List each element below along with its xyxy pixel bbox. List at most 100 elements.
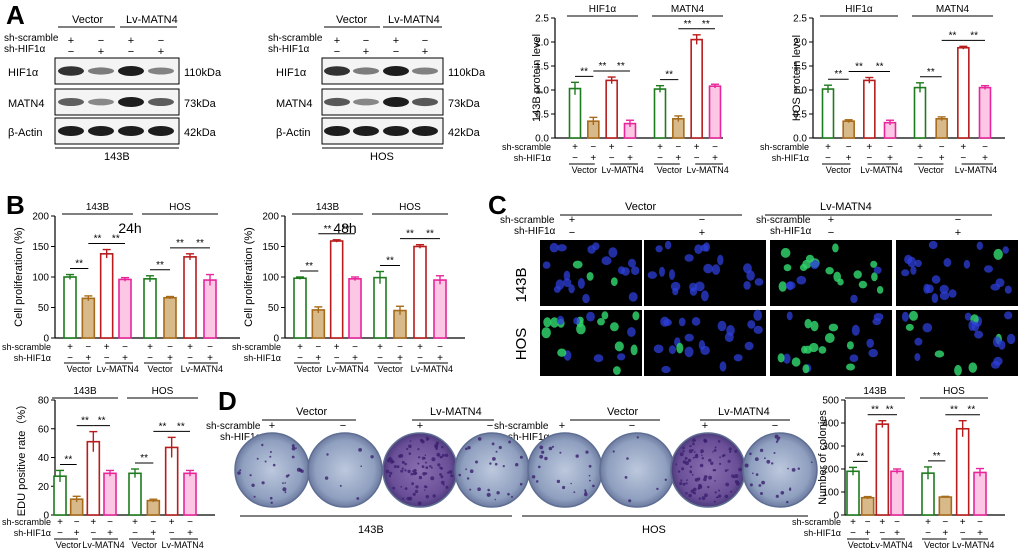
dish-4-colony-13 [492, 457, 496, 461]
dish-8-colony-14 [758, 484, 762, 487]
chart-cp48-shhif-sign-4: + [352, 353, 358, 364]
chart-cp24-group-label-2: HOS [169, 202, 191, 213]
if-nucleus-r1-c4-16 [928, 240, 938, 250]
if-nucleus-r1-c2-8 [717, 254, 724, 266]
if-nucleus-r1-c1-20 [631, 266, 640, 275]
dish-7-colony-23 [698, 497, 701, 500]
dish-1-colony-13 [291, 444, 295, 448]
chart-wbhos-scramble-sign-8: − [982, 142, 988, 153]
chart-wbhos-vector-label-1: Vector [826, 165, 852, 175]
chart-cp48-scramble-sign-1: + [297, 342, 303, 353]
if-signs: +−−++−−+ [569, 214, 961, 239]
dish-2-colony-3 [358, 448, 362, 452]
chart-col-sig-1-2: ** [886, 405, 894, 416]
dish-3-colony-20 [441, 446, 444, 449]
chart-cp48-lv-label-1: Lv-MATN4 [326, 364, 368, 374]
chart-cp24-vector-label-1: Vector [67, 364, 93, 374]
if-nucleus-r1-c3-7 [796, 275, 807, 285]
chart-edu-vector-label-2: Vector [132, 540, 158, 550]
wb-143b-scramble-label: sh-scramble [4, 33, 59, 44]
dish-1-colony-6 [239, 469, 242, 472]
dish-7-colony-70 [688, 493, 692, 498]
dish-1-colony-12 [249, 474, 252, 477]
dish-8-colony-17 [773, 452, 776, 454]
chart-edu-tick-label-1: 20 [38, 482, 50, 493]
dish-7-colony-24 [679, 452, 684, 457]
dish-1-colony-4 [282, 487, 287, 492]
dish-3-colony-64 [431, 457, 436, 462]
chart-col-tick-label-3: 300 [822, 442, 839, 453]
if-nucleus-r1-c2-4 [684, 254, 694, 262]
chart-cp48-sig-1-3: ** [324, 224, 332, 235]
if-nucleus-r2-c1-17 [617, 353, 626, 361]
panel-letter-d: D [218, 386, 237, 416]
chart-wb143b-tick-label-3: 1.5 [535, 62, 549, 73]
if-lv-label: Lv-MATN4 [820, 201, 872, 213]
chart-col-sig-2-3: ** [950, 405, 958, 416]
dish-3-colony-72 [448, 470, 453, 474]
if-nucleus-r1-c4-18 [984, 265, 993, 273]
dish-7-colony-40 [697, 477, 701, 481]
chart-col-bar-8 [973, 471, 987, 516]
wb-143b-band-r3-c2 [88, 126, 114, 136]
dish-hos-label: HOS [642, 524, 666, 536]
dish-1-colony-25 [261, 481, 265, 485]
chart-cp48-sig-2-1: ** [386, 256, 394, 267]
dish-3-colony-10 [430, 466, 433, 469]
dish-7-colony-16 [703, 477, 707, 482]
dish-3-colony-11 [393, 465, 397, 469]
if-nucleus-r2-c1-18 [613, 366, 621, 375]
chart-wb143b-shhif-sign-3: − [609, 153, 615, 164]
chart-wb143b-shhif-sign-5: − [657, 153, 663, 164]
if-nucleus-r1-c3-14 [853, 270, 862, 279]
dish-3-colony-46 [402, 497, 404, 500]
dish-4-colony-21 [508, 440, 511, 444]
dish-3-colony-9 [425, 466, 429, 469]
dish-left-1-scramble-sign-1: + [269, 420, 275, 432]
if-nucleus-r1-c2-21 [670, 281, 681, 292]
colony-panel: Vector Lv-MATN4 Vector Lv-MATN4 sh-scram… [206, 406, 818, 536]
chart-edu-tick-label-3: 60 [38, 424, 50, 435]
if-nucleus-r2-c3-8 [818, 346, 827, 354]
wb-143b-band-1-kda: 110kDa [184, 67, 222, 79]
dish-1-colony-20 [285, 474, 289, 478]
dish-5-colony-22 [585, 450, 589, 454]
dish-8-colony-8 [787, 467, 789, 470]
wb-hos-band-r2-c4 [412, 97, 438, 107]
dish-4-colony-12 [469, 488, 472, 491]
chart-cp24-shhif-sign-2: + [85, 353, 91, 364]
chart-wb143b-shhif-sign-4: + [627, 153, 633, 164]
dish-2 [307, 432, 383, 508]
chart-wbhos-scramble-sign-7: + [960, 142, 966, 153]
dish-7-colony-27 [708, 458, 712, 462]
if-nucleus-r1-c3-12 [850, 294, 858, 304]
dish-5-colony-3 [541, 450, 545, 454]
dish-7-colony-75 [733, 476, 736, 479]
wb-143b-shhif-sign-3: − [128, 46, 134, 58]
dish-7-colony-76 [677, 470, 681, 473]
chart-wb143b-bar-1 [568, 87, 582, 139]
dish-2-colony-7 [326, 453, 329, 456]
dish-1-colony-11 [270, 501, 273, 504]
dish-3-colony-83 [424, 472, 428, 475]
dish-6-colony-3 [664, 478, 667, 481]
dish-8-colony-19 [789, 487, 792, 490]
chart-col-lv-label-2: Lv-MATN4 [952, 540, 994, 550]
dish-3-colony-32 [400, 485, 403, 488]
chart-cp48-shhif-sign-8: + [437, 353, 443, 364]
if-nucleus-r1-c1-18 [577, 278, 585, 289]
dish-8 [742, 432, 818, 508]
dish-8-colony-7 [786, 500, 789, 504]
if-nucleus-r2-c2-7 [753, 309, 762, 321]
chart-wbhos-scramble-sign-1: + [825, 142, 831, 153]
if-nucleus-r1-c2-18 [754, 278, 764, 286]
if-nucleus-r2-c3-3 [804, 318, 812, 329]
dish-shhif-label-2: sh-HIF1α [508, 432, 550, 443]
wb-143b-band-r3-c4 [148, 126, 174, 136]
chart-wb143b-tick-label-2: 1.0 [535, 86, 549, 97]
dish-6-colony-2 [626, 457, 629, 460]
dish-4-colony-5 [477, 487, 481, 492]
if-nucleus-r1-c4-14 [923, 283, 931, 294]
chart-wbhos-bar-5 [913, 86, 927, 139]
chart-wbhos-shhif-sign-5: − [917, 153, 923, 164]
